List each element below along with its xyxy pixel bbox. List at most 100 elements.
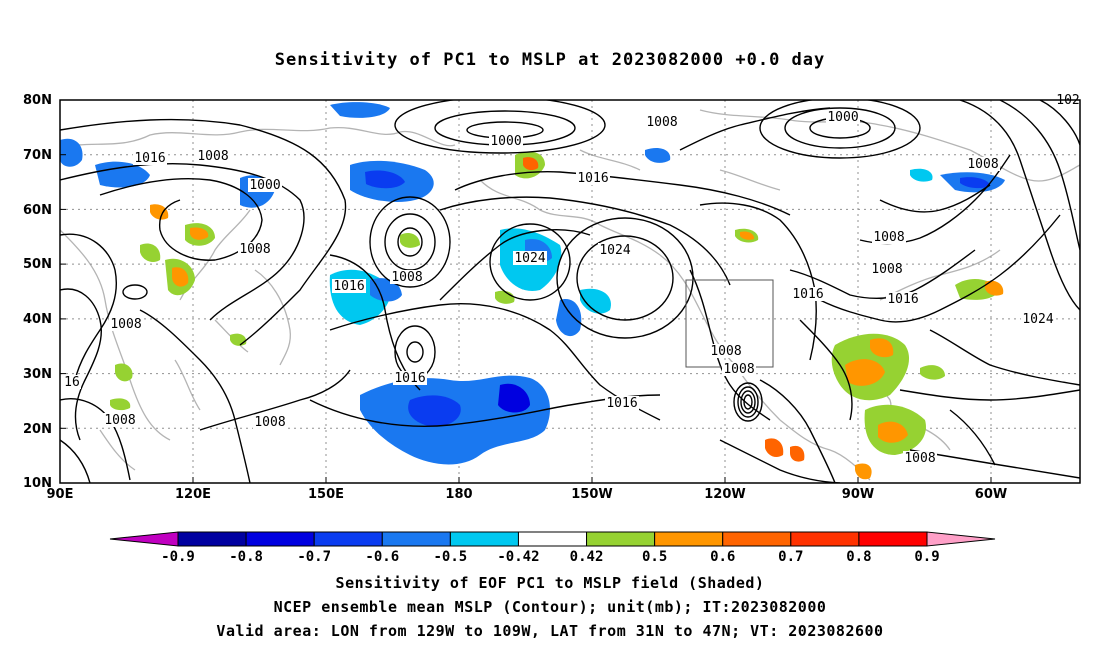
- lat-tick-label: 30N: [23, 367, 52, 382]
- contour-label-bg: [103, 413, 137, 427]
- lat-tick-label: 50N: [23, 257, 52, 272]
- colorbar-swatch: [586, 531, 656, 547]
- tick-marks: [59, 99, 992, 484]
- lon-tick-label: 120E: [175, 487, 211, 502]
- contour-label: 1008: [873, 230, 904, 245]
- colorbar-swatch: [313, 531, 383, 547]
- colorbar-swatch: [722, 531, 792, 547]
- contour-label-bg: [133, 151, 167, 165]
- contour-label: 1008: [967, 157, 998, 172]
- contour-label-bg: [196, 149, 230, 163]
- contour-label-bg: [576, 171, 610, 185]
- contour-label: 1008: [710, 344, 741, 359]
- colorbar-tick-label: 0.42: [570, 549, 604, 565]
- lat-tick-label: 20N: [23, 422, 52, 437]
- contour-label: 1008: [104, 413, 135, 428]
- lon-tick-label: 90E: [47, 487, 74, 502]
- colorbar-swatch: [177, 531, 247, 547]
- contour-label: 1016: [333, 279, 364, 294]
- contour-label: 16: [64, 375, 80, 390]
- contour-label: 1016: [577, 171, 608, 186]
- contour-label: 1008: [110, 317, 141, 332]
- contour-label: 1000: [827, 110, 858, 125]
- lat-tick-label: 60N: [23, 203, 52, 218]
- contour-labels: 1016 1008 1000 1000 1008 1016 1000 1008 …: [63, 93, 1081, 466]
- colorbar-tick-label: -0.6: [365, 549, 399, 565]
- contour-label-bg: [489, 134, 523, 148]
- lon-tick-label: 150E: [308, 487, 344, 502]
- colorbar-swatch: [654, 531, 724, 547]
- contour-label: 1008: [723, 362, 754, 377]
- lon-labels: 90E 120E 150E 180 150W 120W 90W 60W: [47, 487, 1008, 502]
- colorbar-tick-label: 0.6: [710, 549, 735, 565]
- lon-tick-label: 90W: [842, 487, 874, 502]
- lat-tick-label: 80N: [23, 93, 52, 108]
- contour-label: 1016: [887, 292, 918, 307]
- contour-label: 1008: [646, 115, 677, 130]
- contour-label-bg: [598, 243, 632, 257]
- contour-label: 1008: [254, 415, 285, 430]
- contour-label-bg: [826, 110, 860, 124]
- lon-tick-label: 60W: [975, 487, 1007, 502]
- colorbar-tick-label: 0.5: [642, 549, 667, 565]
- lon-tick-label: 150W: [571, 487, 612, 502]
- caption-line-3: Valid area: LON from 129W to 109W, LAT f…: [216, 622, 884, 640]
- contour-label-bg: [966, 157, 1000, 171]
- contour-label-bg: [390, 270, 424, 284]
- contour-label-bg: [645, 115, 679, 129]
- contour-label-bg: [513, 251, 547, 265]
- contour-label-bg: [393, 371, 427, 385]
- contour-label: 1000: [490, 134, 521, 149]
- contour-label-bg: [253, 415, 287, 429]
- colorbar-swatch: [517, 531, 588, 547]
- contour-label: 1008: [871, 262, 902, 277]
- contour-label: 1024: [514, 251, 545, 266]
- contour-label-bg: [870, 262, 904, 276]
- contour-label-bg: [903, 451, 937, 465]
- contour-label: 1008: [391, 270, 422, 285]
- contour-label: 1000: [249, 178, 280, 193]
- contour-label: 1016: [394, 371, 425, 386]
- contour-label: 1008: [239, 242, 270, 257]
- colorbar-tick-label: -0.7: [297, 549, 331, 565]
- contour-label-bg: [791, 287, 825, 301]
- lon-tick-label: 120W: [704, 487, 745, 502]
- contour-label: 1024: [1022, 312, 1053, 327]
- caption-line-1: Sensitivity of EOF PC1 to MSLP field (Sh…: [335, 574, 765, 592]
- contour-label: 1008: [197, 149, 228, 164]
- contour-label: 1016: [606, 396, 637, 411]
- contour-label: 1016: [792, 287, 823, 302]
- colorbar-tick-label: 0.8: [846, 549, 871, 565]
- colorbar-swatch: [381, 531, 451, 547]
- contour-label-bg: [332, 279, 366, 293]
- contour-label: 1008: [904, 451, 935, 466]
- lat-tick-label: 70N: [23, 148, 52, 163]
- colorbar-swatch: [790, 531, 860, 547]
- contour-label-bg: [1021, 312, 1055, 326]
- contour-label: 1016: [134, 151, 165, 166]
- contour-label: 1024: [599, 243, 630, 258]
- negative-sensitivity-shading: [60, 102, 1005, 465]
- contour-label-bg: [886, 292, 920, 306]
- contour-label-bg: [109, 317, 143, 331]
- contour-label-bg: [63, 375, 81, 389]
- lon-tick-label: 180: [445, 487, 472, 502]
- colorbar-tick-label: 0.7: [778, 549, 803, 565]
- colorbar-left-arrow: [109, 531, 179, 547]
- lat-labels: 80N 70N 60N 50N 40N 30N 20N 10N: [23, 93, 52, 491]
- colorbar-tick-label: -0.42: [497, 549, 539, 565]
- colorbar-tick-label: -0.5: [434, 549, 468, 565]
- contour-label-bg: [605, 396, 639, 410]
- colorbar-swatch: [858, 531, 928, 547]
- contour-label-bg: [709, 344, 743, 358]
- lat-tick-label: 10N: [23, 476, 52, 491]
- caption-line-2: NCEP ensemble mean MSLP (Contour); unit(…: [273, 598, 827, 616]
- contour-label-bg: [238, 242, 272, 256]
- map-title: Sensitivity of PC1 to MSLP at 2023082000…: [274, 50, 826, 70]
- lat-tick-label: 40N: [23, 312, 52, 327]
- contour-label-bg: [248, 178, 282, 192]
- colorbar-tick-label: -0.8: [229, 549, 263, 565]
- colorbar-swatch: [245, 531, 315, 547]
- colorbar-tick-label: 0.9: [914, 549, 939, 565]
